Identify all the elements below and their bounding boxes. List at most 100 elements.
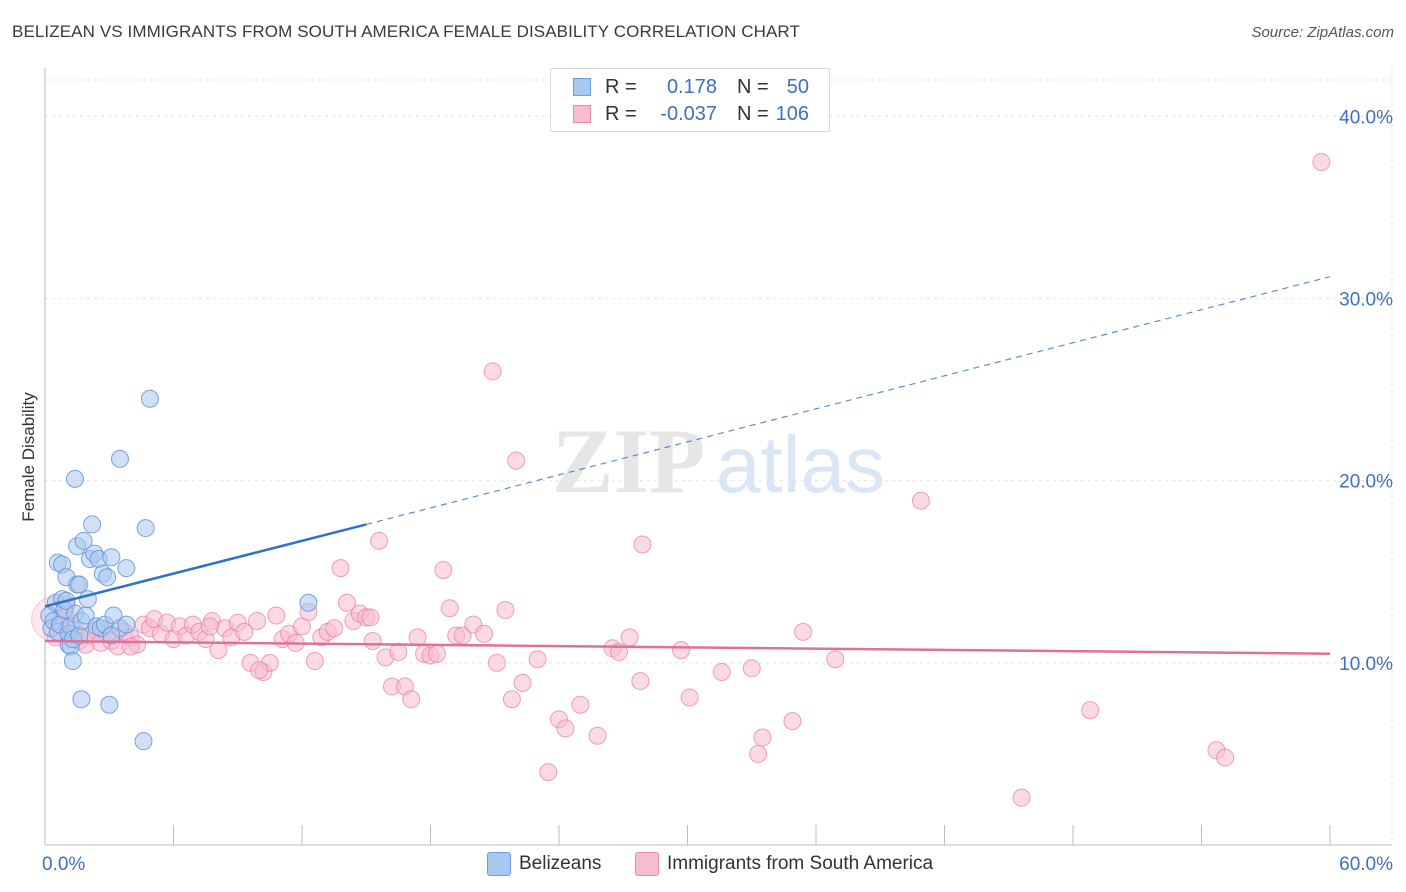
immigrants-point-94 (794, 622, 813, 641)
immigrants-point-33 (235, 622, 254, 641)
legend-label-immigrants: Immigrants from South America (667, 853, 934, 874)
y-tick-labels: 10.0% 20.0% 30.0% 40.0% (1339, 107, 1393, 674)
belizeans-point-47 (136, 519, 155, 538)
legend-swatch-belizeans (573, 78, 591, 96)
immigrants-point-103 (200, 617, 219, 636)
immigrants-point-44 (305, 652, 324, 671)
immigrants-point-71 (487, 653, 506, 672)
immigrants-point-65 (440, 599, 459, 618)
immigrants-point-102 (121, 637, 140, 656)
immigrants-point-35 (248, 611, 267, 630)
belizeans-point-19 (65, 469, 84, 488)
immigrants-points (31, 152, 1331, 807)
y-tick-label-3: 40.0% (1339, 107, 1393, 128)
legend-r-value: 0.178 (666, 75, 717, 98)
belizeans-point-37 (98, 568, 117, 587)
immigrants-point-76 (528, 650, 547, 669)
legend-n-label: N = (737, 102, 769, 125)
immigrants-point-57 (389, 642, 408, 661)
legend-label-belizeans: Belizeans (519, 853, 602, 874)
immigrants-point-49 (337, 593, 356, 612)
immigrants-point-59 (402, 690, 421, 709)
watermark: ZIP atlas (552, 410, 885, 512)
belizeans-point-49 (299, 593, 318, 612)
immigrants-point-97 (1012, 788, 1031, 807)
belizeans-point-42 (117, 615, 136, 634)
immigrants-point-93 (783, 712, 802, 731)
immigrants-point-64 (434, 560, 453, 579)
immigrants-point-70 (483, 362, 502, 381)
x-tick-label-0: 0.0% (42, 854, 85, 875)
belizeans-point-43 (102, 626, 121, 645)
belizeans-point-30 (83, 515, 102, 534)
immigrants-point-92 (753, 728, 772, 747)
legend-swatch-immigrants (635, 852, 659, 876)
belizeans-trend-extension (366, 276, 1331, 526)
watermark-atlas: atlas (716, 420, 885, 509)
x-tick-label-1: 60.0% (1339, 854, 1393, 875)
legend-r-value: -0.037 (660, 102, 717, 125)
belizeans-point-45 (117, 559, 136, 578)
immigrants-point-80 (571, 695, 590, 714)
immigrants-point-104 (250, 661, 269, 680)
immigrants-point-74 (507, 451, 526, 470)
belizeans-point-16 (63, 652, 82, 671)
immigrants-point-69 (475, 624, 494, 643)
immigrants-point-98 (1081, 701, 1100, 720)
immigrants-point-85 (631, 672, 650, 691)
belizeans-points (40, 389, 318, 751)
immigrants-point-63 (427, 644, 446, 663)
legend-item-belizeans: Belizeans (487, 852, 601, 876)
legend-n-label: N = (737, 75, 769, 98)
y-axis-label: Female Disability (19, 392, 38, 522)
immigrants-point-91 (749, 744, 768, 763)
immigrants-point-84 (620, 628, 639, 647)
belizeans-point-44 (110, 449, 129, 468)
immigrants-point-89 (712, 662, 731, 681)
legend-r-label: R = (605, 102, 637, 125)
watermark-zip: ZIP (552, 410, 705, 512)
immigrants-point-100 (1216, 748, 1235, 767)
belizeans-point-46 (134, 732, 153, 751)
immigrants-point-54 (370, 531, 389, 550)
immigrants-point-47 (325, 619, 344, 638)
immigrants-point-90 (742, 659, 761, 678)
immigrants-point-96 (911, 491, 930, 510)
legend-swatch-immigrants (573, 105, 591, 123)
belizeans-point-23 (70, 575, 89, 594)
legend-item-immigrants: Immigrants from South America (635, 852, 933, 876)
immigrants-point-75 (513, 673, 532, 692)
legend-row-immigrants: R = -0.037 N = 106 (573, 102, 809, 126)
immigrants-point-53 (363, 632, 382, 650)
immigrants-point-87 (672, 641, 691, 660)
immigrants-trend-line (44, 639, 1331, 655)
immigrants-point-29 (209, 641, 228, 660)
immigrants-point-77 (539, 763, 558, 782)
legend-swatch-belizeans (487, 852, 511, 876)
immigrants-point-105 (361, 608, 380, 627)
legend-row-belizeans: R = 0.178 N = 50 (573, 75, 809, 99)
belizeans-point-38 (100, 695, 119, 714)
immigrants-point-86 (633, 535, 652, 554)
source-label: Source: ZipAtlas.com (1251, 24, 1394, 41)
chart-title: BELIZEAN VS IMMIGRANTS FROM SOUTH AMERIC… (12, 22, 800, 41)
y-tick-label-1: 20.0% (1339, 472, 1393, 493)
axes (44, 68, 1393, 846)
immigrants-point-38 (267, 606, 286, 625)
immigrants-point-48 (331, 559, 350, 578)
stats-legend: R = 0.178 N = 50 R = -0.037 N = 106 (550, 68, 830, 132)
immigrants-point-88 (680, 688, 699, 707)
immigrants-point-73 (502, 690, 521, 709)
trend-lines (44, 276, 1331, 655)
y-tick-label-0: 10.0% (1339, 654, 1393, 675)
belizeans-point-39 (102, 548, 121, 567)
series-legend: Belizeans Immigrants from South America (0, 852, 1406, 878)
belizeans-trend-line (44, 523, 367, 608)
belizeans-point-25 (72, 690, 91, 709)
immigrants-point-79 (556, 719, 575, 738)
immigrants-point-81 (588, 726, 607, 745)
immigrants-point-101 (1312, 152, 1331, 171)
immigrants-point-95 (826, 650, 845, 669)
legend-n-value: 106 (775, 102, 809, 125)
